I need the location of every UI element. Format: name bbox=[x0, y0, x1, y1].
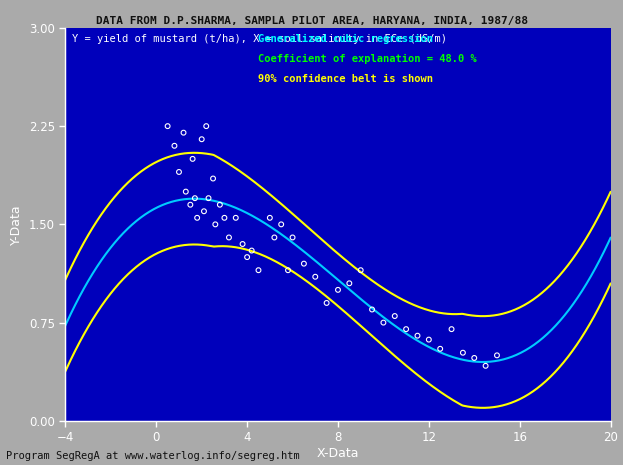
Point bbox=[192, 214, 202, 221]
Point bbox=[181, 188, 191, 195]
Point bbox=[197, 135, 207, 143]
Point bbox=[345, 279, 354, 287]
Point bbox=[265, 214, 275, 221]
Point bbox=[458, 349, 468, 357]
Point bbox=[469, 354, 479, 362]
Point bbox=[219, 214, 229, 221]
Point bbox=[367, 306, 377, 313]
Point bbox=[186, 201, 196, 208]
Point bbox=[378, 319, 388, 326]
Point bbox=[242, 253, 252, 261]
Point bbox=[447, 326, 457, 333]
Point bbox=[492, 352, 502, 359]
Point bbox=[299, 260, 309, 267]
Point bbox=[224, 234, 234, 241]
Text: Coefficient of explanation = 48.0 %: Coefficient of explanation = 48.0 % bbox=[259, 54, 477, 64]
Point bbox=[333, 286, 343, 293]
Text: 90% confidence belt is shown: 90% confidence belt is shown bbox=[259, 74, 434, 84]
Point bbox=[169, 142, 179, 150]
Point bbox=[208, 175, 218, 182]
Point bbox=[201, 122, 211, 130]
Point bbox=[269, 234, 279, 241]
Point bbox=[174, 168, 184, 176]
Text: Generalized cubic regression: Generalized cubic regression bbox=[259, 34, 434, 45]
Point bbox=[276, 221, 286, 228]
Point bbox=[211, 221, 221, 228]
Point bbox=[204, 194, 214, 202]
Point bbox=[179, 129, 189, 136]
Point bbox=[321, 299, 331, 307]
Point bbox=[188, 155, 197, 163]
Point bbox=[254, 266, 264, 274]
Point bbox=[288, 234, 298, 241]
Text: Program SegRegA at www.waterlog.info/segreg.htm: Program SegRegA at www.waterlog.info/seg… bbox=[6, 451, 300, 461]
Point bbox=[237, 240, 247, 248]
Point bbox=[480, 362, 490, 370]
Point bbox=[190, 194, 200, 202]
Point bbox=[356, 266, 366, 274]
Point bbox=[435, 345, 445, 352]
Point bbox=[231, 214, 240, 221]
Point bbox=[390, 312, 400, 320]
Point bbox=[424, 336, 434, 343]
Point bbox=[163, 122, 173, 130]
Point bbox=[310, 273, 320, 280]
X-axis label: X-Data: X-Data bbox=[316, 447, 359, 460]
Point bbox=[412, 332, 422, 339]
Point bbox=[247, 247, 257, 254]
Point bbox=[401, 326, 411, 333]
Text: Y = yield of mustard (t/ha), X = soil salinity in ECe (dS/m): Y = yield of mustard (t/ha), X = soil sa… bbox=[72, 34, 447, 45]
Y-axis label: Y-Data: Y-Data bbox=[11, 204, 23, 245]
Point bbox=[283, 266, 293, 274]
Text: DATA FROM D.P.SHARMA, SAMPLA PILOT AREA, HARYANA, INDIA, 1987/88: DATA FROM D.P.SHARMA, SAMPLA PILOT AREA,… bbox=[95, 16, 528, 27]
Point bbox=[199, 207, 209, 215]
Point bbox=[215, 201, 225, 208]
